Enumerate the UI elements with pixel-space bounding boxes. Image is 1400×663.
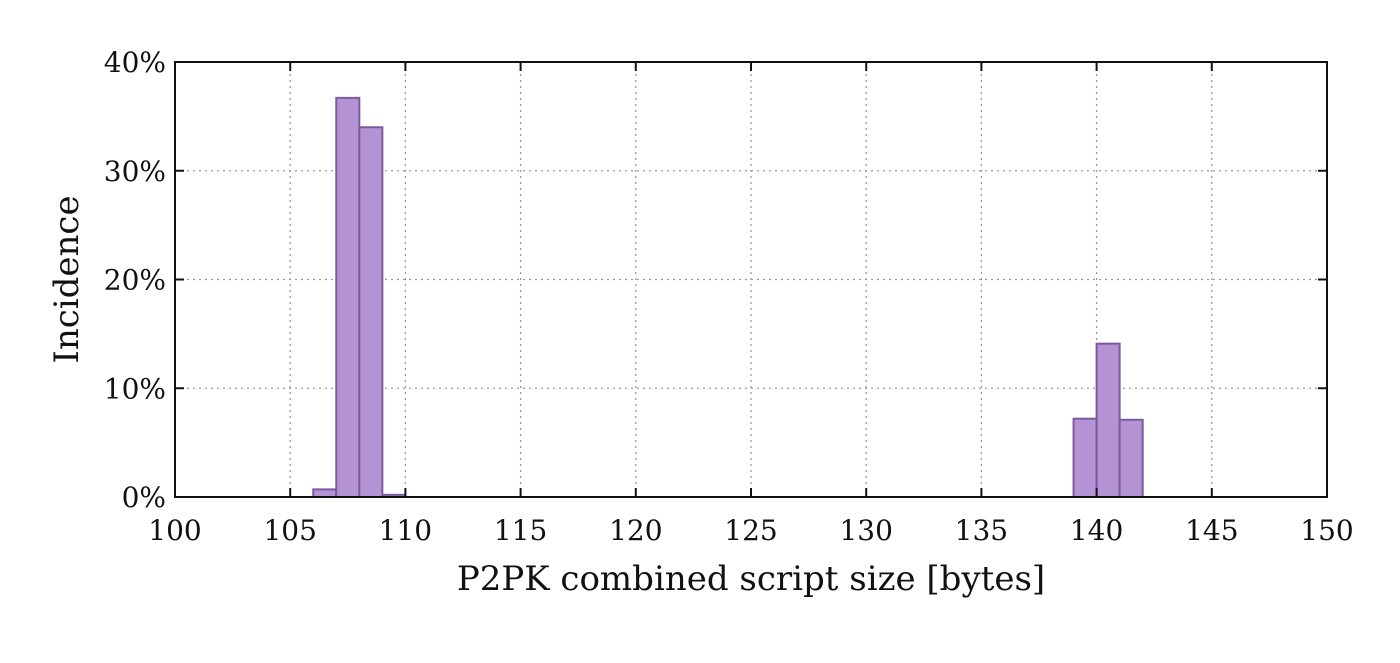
histogram-bar: [1095, 342, 1121, 498]
x-tick-label: 100: [148, 514, 201, 547]
histogram-bar: [358, 126, 384, 498]
y-tick-labels: 0% 10% 20% 30% 40%: [104, 46, 166, 514]
x-tick-label: 110: [379, 514, 432, 547]
y-axis-title: Incidence: [47, 195, 87, 363]
x-tick-labels: 100 105 110 115 120 125 130 135 140 145 150: [148, 514, 1353, 547]
histogram-bar: [312, 488, 338, 499]
y-tick-label: 40%: [104, 46, 166, 79]
y-tick-label: 0%: [122, 481, 166, 514]
x-tick-label: 135: [955, 514, 1008, 547]
y-tick-label: 10%: [104, 372, 166, 405]
y-tick-label: 30%: [104, 155, 166, 188]
x-tick-label: 145: [1185, 514, 1238, 547]
x-tick-label: 115: [494, 514, 547, 547]
histogram-bar: [335, 96, 361, 498]
x-tick-label: 105: [263, 514, 316, 547]
ticks: [174, 61, 1328, 498]
histogram-bar: [1072, 417, 1098, 499]
y-tick-label: 20%: [104, 264, 166, 297]
x-axis-title: P2PK combined script size [bytes]: [457, 559, 1045, 599]
x-tick-label: 140: [1070, 514, 1123, 547]
histogram-bar: [1118, 418, 1144, 499]
x-tick-label: 125: [724, 514, 777, 547]
x-tick-label: 120: [609, 514, 662, 547]
x-tick-label: 150: [1300, 514, 1353, 547]
bars: [312, 96, 1144, 499]
x-tick-label: 130: [839, 514, 892, 547]
